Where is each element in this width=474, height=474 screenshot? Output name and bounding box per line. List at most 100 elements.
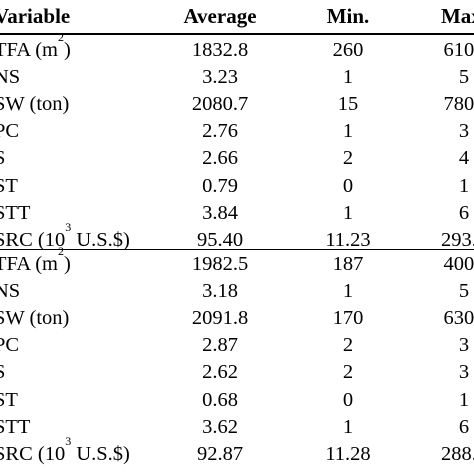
- cell-variable: STT: [0, 413, 30, 441]
- table-row: PC 2.76 1 3: [0, 117, 474, 145]
- cell-average: 3.23: [202, 66, 238, 89]
- variable-label: SW (ton): [0, 307, 70, 330]
- cell-max: 4000: [443, 253, 474, 275]
- variable-label: SRC (10: [0, 228, 66, 251]
- table-row: ST 0.79 0 1: [0, 172, 474, 200]
- header-rule: [0, 33, 474, 35]
- variable-superscript: 3: [65, 219, 72, 234]
- variable-label: PC: [0, 120, 20, 143]
- cell-max: 6: [458, 415, 470, 438]
- cell-average: 1982.5: [191, 253, 249, 275]
- cell-min: 187: [332, 253, 364, 275]
- cell-min: 1: [342, 66, 354, 89]
- cell-variable: TFA (m2): [0, 245, 71, 278]
- table-row: SW (ton) 2091.8 170 6300: [0, 304, 474, 332]
- cell-average: 3.18: [202, 280, 238, 303]
- cell-average: 3.62: [202, 415, 238, 438]
- table-row: TFA (m2) 1982.5 187 4000: [0, 245, 474, 278]
- cell-max: 5: [458, 66, 470, 89]
- cell-variable: SW (ton): [0, 304, 69, 332]
- cell-max: 3: [458, 334, 470, 357]
- cell-min: 260: [332, 39, 364, 61]
- cell-min: 1: [342, 120, 354, 143]
- variable-label: STT: [0, 201, 31, 224]
- section-divider-rule: [0, 249, 474, 250]
- variable-label: SW (ton): [0, 93, 70, 116]
- cell-variable: SW (ton): [0, 90, 69, 118]
- header-min: Min.: [326, 4, 370, 28]
- cell-max: 6100: [443, 39, 474, 61]
- cell-max: 1: [458, 174, 470, 197]
- cell-variable: NS: [0, 277, 20, 305]
- variable-superscript: 2: [57, 30, 64, 45]
- cell-variable: TFA (m2): [0, 31, 71, 64]
- cell-average: 2.76: [202, 120, 238, 143]
- cell-average: 95.40: [196, 228, 244, 251]
- cell-average: 2.66: [202, 147, 238, 170]
- variable-label: TFA (m: [0, 39, 58, 61]
- cell-average: 0.79: [202, 174, 238, 197]
- variable-label: NS: [0, 66, 21, 89]
- cell-variable: ST: [0, 386, 18, 414]
- cell-max: 3: [458, 361, 470, 384]
- variable-superscript: 2: [57, 244, 64, 259]
- table-row: S 2.62 2 3: [0, 358, 474, 386]
- cell-min: 170: [332, 307, 364, 330]
- variable-label: STT: [0, 415, 31, 438]
- cell-max: 5: [458, 280, 470, 303]
- variable-unit-suffix: U.S.$): [71, 228, 130, 251]
- variable-superscript: 3: [65, 433, 72, 448]
- cell-max: 7800: [443, 93, 474, 116]
- cell-min: 11.23: [325, 228, 371, 251]
- cell-min: 11.28: [325, 442, 371, 465]
- cell-max: 1: [458, 388, 470, 411]
- cell-min: 2: [342, 334, 354, 357]
- table-row: SRC (103 U.S.$) 92.87 11.28 288.0: [0, 435, 474, 468]
- cell-average: 3.84: [202, 201, 238, 224]
- cell-average: 0.68: [202, 388, 238, 411]
- table-header-row: Variable Average Min. Max.: [0, 2, 474, 30]
- cell-max: 6: [458, 201, 470, 224]
- cell-min: 1: [342, 280, 354, 303]
- cell-max: 293.0: [440, 228, 474, 251]
- variable-label: PC: [0, 334, 20, 357]
- cell-max: 4: [458, 147, 470, 170]
- cell-variable: PC: [0, 117, 19, 145]
- variable-label: NS: [0, 280, 21, 303]
- variable-unit-suffix: ): [63, 253, 71, 275]
- variable-label: ST: [0, 174, 18, 197]
- cell-max: 288.0: [440, 442, 474, 465]
- cell-variable: S: [0, 144, 5, 172]
- cell-variable: PC: [0, 331, 19, 359]
- cell-max: 3: [458, 120, 470, 143]
- variable-label: ST: [0, 388, 18, 411]
- cell-average: 2091.8: [191, 307, 249, 330]
- cell-variable: S: [0, 358, 5, 386]
- cell-min: 0: [342, 388, 354, 411]
- header-average: Average: [183, 4, 257, 28]
- variable-label: SRC (10: [0, 442, 66, 465]
- variable-unit-suffix: U.S.$): [71, 442, 130, 465]
- cell-variable: STT: [0, 199, 30, 227]
- variable-label: S: [0, 361, 5, 383]
- cell-average: 2.62: [202, 361, 238, 384]
- table-row: STT 3.62 1 6: [0, 413, 474, 441]
- variable-label: TFA (m: [0, 253, 58, 275]
- header-max: Max.: [440, 4, 474, 28]
- cell-variable: ST: [0, 172, 18, 200]
- cell-average: 2.87: [202, 334, 238, 357]
- header-variable: Variable: [0, 4, 71, 28]
- cell-min: 1: [342, 201, 354, 224]
- cell-min: 2: [342, 361, 354, 384]
- cell-min: 1: [342, 415, 354, 438]
- cell-min: 15: [337, 93, 359, 116]
- table-row: ST 0.68 0 1: [0, 386, 474, 414]
- table-row: TFA (m2) 1832.8 260 6100: [0, 31, 474, 64]
- table-row: PC 2.87 2 3: [0, 331, 474, 359]
- cell-variable: SRC (103 U.S.$): [0, 435, 130, 468]
- cell-min: 0: [342, 174, 354, 197]
- table-row: SRC (103 U.S.$) 95.40 11.23 293.0: [0, 221, 474, 254]
- variable-label: S: [0, 147, 5, 169]
- cell-max: 6300: [443, 307, 474, 330]
